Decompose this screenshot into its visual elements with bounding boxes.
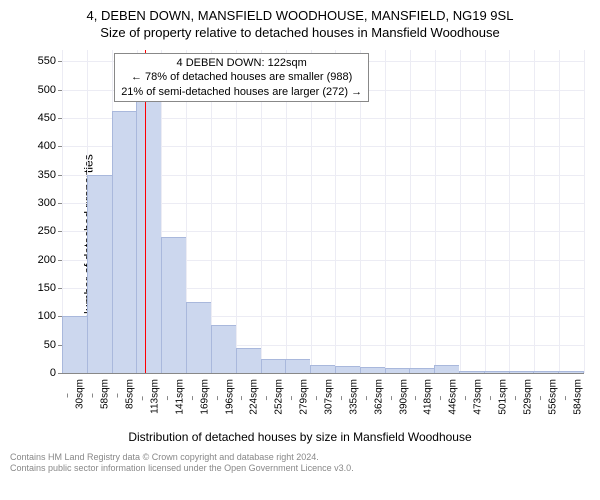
chart-container: Number of detached properties 0501001502… (10, 46, 590, 428)
x-tick: 85sqm (121, 379, 136, 409)
x-tick: 169sqm (195, 379, 210, 415)
bar (62, 316, 87, 373)
bar (509, 371, 534, 373)
y-tick: 450 (38, 112, 62, 124)
bar (558, 371, 584, 373)
x-tick: 418sqm (419, 379, 434, 415)
annotation-line: 21% of semi-detached houses are larger (… (121, 85, 362, 99)
bar (459, 371, 484, 373)
bar (434, 365, 459, 374)
bar (261, 359, 286, 373)
page-title-line2: Size of property relative to detached ho… (10, 25, 590, 40)
y-tick: 150 (38, 282, 62, 294)
x-tick: 390sqm (394, 379, 409, 415)
y-tick: 50 (44, 339, 62, 351)
x-tick: 58sqm (96, 379, 111, 409)
bar (136, 87, 161, 373)
x-tick: 446sqm (444, 379, 459, 415)
bar (385, 368, 410, 373)
gridline-v (584, 50, 585, 373)
bar (112, 111, 137, 373)
x-tick: 196sqm (220, 379, 235, 415)
bar (161, 237, 186, 373)
plot-area: 05010015020025030035040045050055030sqm58… (62, 50, 584, 374)
y-tick: 550 (38, 55, 62, 67)
bar (335, 366, 360, 373)
page-title-line1: 4, DEBEN DOWN, MANSFIELD WOODHOUSE, MANS… (10, 8, 590, 23)
bar (533, 371, 558, 373)
x-tick: 529sqm (518, 379, 533, 415)
bar (236, 348, 261, 374)
x-tick: 224sqm (245, 379, 260, 415)
x-tick: 307sqm (320, 379, 335, 415)
bar (310, 365, 335, 374)
annotation-box: 4 DEBEN DOWN: 122sqm← 78% of detached ho… (114, 53, 369, 102)
x-tick: 584sqm (568, 379, 583, 415)
y-tick: 300 (38, 197, 62, 209)
x-tick: 556sqm (543, 379, 558, 415)
y-tick: 200 (38, 254, 62, 266)
annotation-line: ← 78% of detached houses are smaller (98… (121, 70, 362, 84)
x-tick: 30sqm (71, 379, 86, 409)
y-tick: 250 (38, 225, 62, 237)
bar (285, 359, 310, 373)
footer-line1: Contains HM Land Registry data © Crown c… (10, 452, 590, 463)
bar (87, 175, 112, 373)
x-tick: 113sqm (146, 379, 161, 414)
y-tick: 350 (38, 169, 62, 181)
y-tick: 500 (38, 84, 62, 96)
footer-line2: Contains public sector information licen… (10, 463, 590, 474)
y-tick: 0 (50, 367, 62, 379)
bar (360, 367, 385, 373)
bar (409, 368, 434, 373)
x-tick: 252sqm (270, 379, 285, 415)
x-tick: 335sqm (344, 379, 359, 415)
annotation-line: 4 DEBEN DOWN: 122sqm (121, 56, 362, 70)
x-tick: 501sqm (494, 379, 509, 415)
x-axis-label: Distribution of detached houses by size … (10, 430, 590, 444)
x-tick: 362sqm (369, 379, 384, 415)
x-tick: 473sqm (469, 379, 484, 415)
footer: Contains HM Land Registry data © Crown c… (10, 452, 590, 475)
y-tick: 400 (38, 140, 62, 152)
x-tick: 279sqm (295, 379, 310, 415)
bar (211, 325, 236, 373)
bar (186, 302, 211, 373)
y-tick: 100 (38, 310, 62, 322)
x-tick: 141sqm (170, 379, 185, 415)
bar (484, 371, 509, 373)
